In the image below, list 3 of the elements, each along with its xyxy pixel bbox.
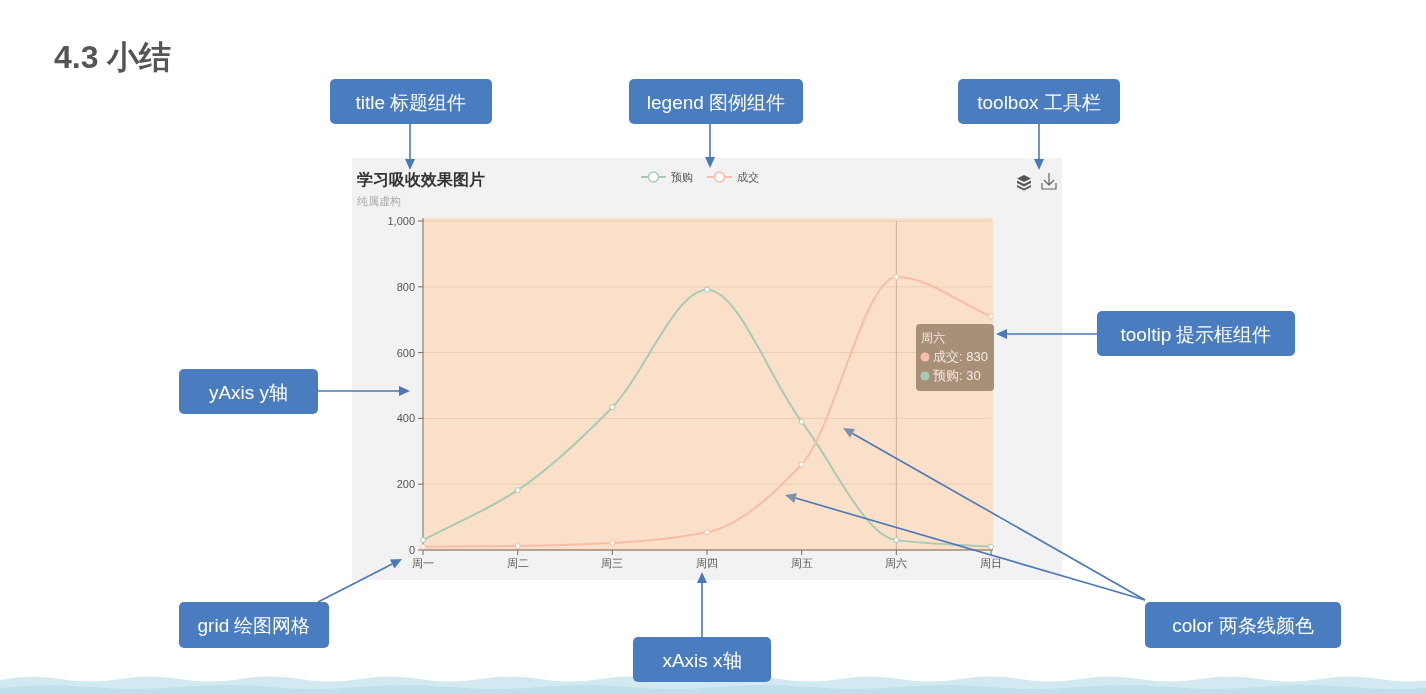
subtitle: 纯属虚构 xyxy=(357,195,401,207)
title: 学习吸收效果图片 xyxy=(357,171,485,188)
heading: 4.3 小结 xyxy=(54,39,172,75)
